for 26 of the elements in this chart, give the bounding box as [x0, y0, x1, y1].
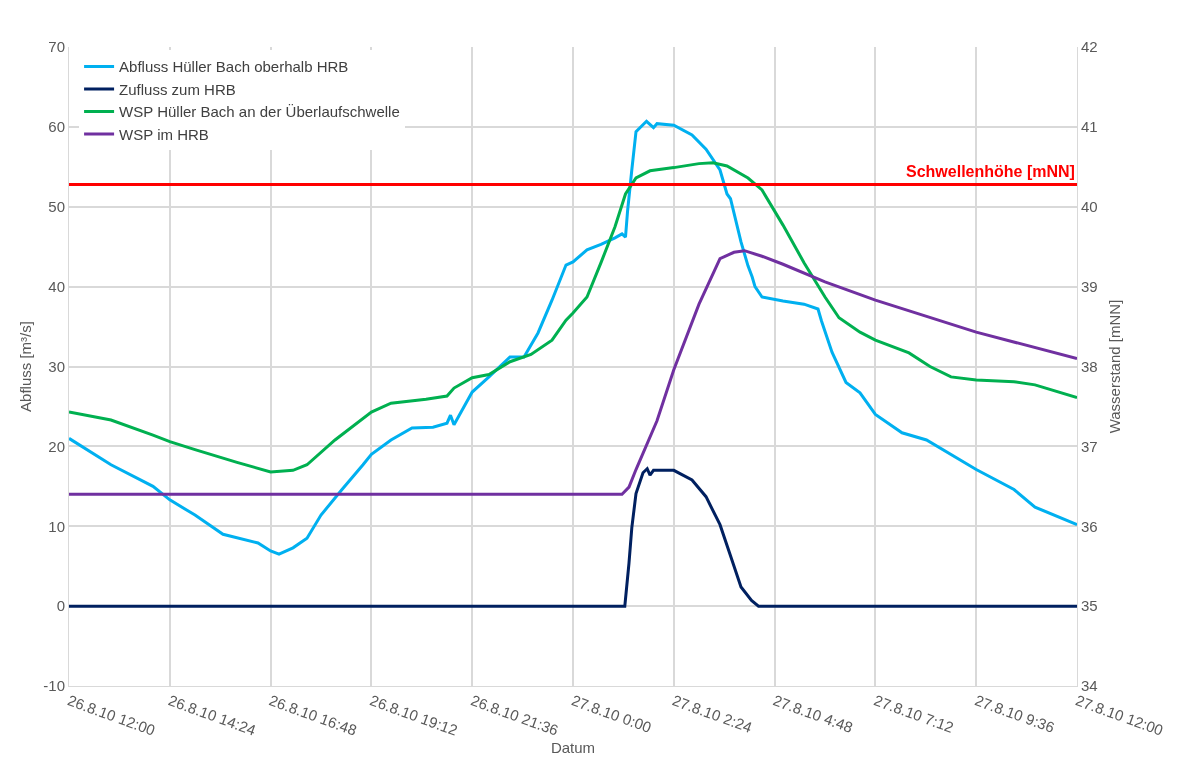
y-tick-label: 70 [48, 38, 65, 56]
y-tick-label: 0 [56, 597, 65, 615]
y-tick-label: 10 [48, 517, 65, 535]
y2-tick-label: 35 [1081, 597, 1098, 615]
y2-tick-label: 40 [1081, 198, 1098, 215]
y-tick-label: 60 [48, 118, 65, 136]
y2-tick-label: 34 [1081, 677, 1098, 695]
ref-line-label: Schwellenhöhe [mNN] [906, 163, 1075, 180]
legend-label: WSP Hüller Bach an der Überlaufschwelle [119, 103, 400, 121]
y-tick-label: 50 [48, 198, 65, 215]
y2-tick-label: 41 [1081, 118, 1098, 136]
y-tick-label: 20 [48, 437, 65, 455]
y2-tick-label: 39 [1081, 277, 1098, 295]
legend-label: Zufluss zum HRB [119, 80, 236, 98]
y2-tick-label: 42 [1081, 38, 1098, 56]
x-axis-title: Datum [550, 738, 596, 756]
y2-tick-label: 38 [1081, 357, 1098, 375]
y-tick-label: 30 [48, 357, 65, 375]
y-axis-title: Abfluss [m³/s] [16, 321, 34, 412]
y-tick-label: 40 [48, 277, 65, 295]
legend-label: Abfluss Hüller Bach oberhalb HRB [119, 58, 349, 76]
y2-tick-label: 36 [1081, 517, 1098, 535]
y2-axis-title: Wasserstand [mNN] [1105, 299, 1123, 434]
legend-label: WSP im HRB [119, 125, 209, 143]
y-tick-label: -10 [43, 677, 65, 695]
y2-tick-label: 37 [1081, 437, 1098, 455]
